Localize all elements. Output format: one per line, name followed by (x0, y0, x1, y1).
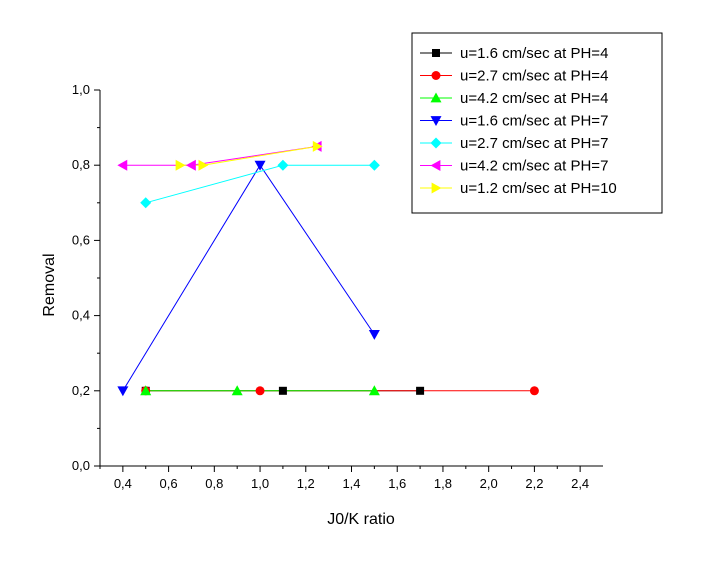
legend-label: u=1.6 cm/sec at PH=4 (460, 45, 608, 62)
legend-label: u=1.2 cm/sec at PH=10 (460, 180, 617, 197)
x-tick-label: 2,0 (480, 476, 498, 491)
series-line-5 (145, 164, 375, 204)
y-tick-label: 0,4 (72, 308, 90, 323)
legend-marker (431, 182, 442, 194)
x-tick-label: 1,8 (434, 476, 452, 491)
axes: 0,4 0,6 0,8 1,0 1,2 1,4 1,6 1,8 2,0 2,2 2,4 0,0 0,2 0… (72, 82, 603, 491)
y-tick-label: 0,6 (72, 232, 90, 247)
x-tick-label: 1,4 (342, 476, 360, 491)
data-point-series-6 (117, 159, 128, 171)
legend-marker (431, 71, 441, 80)
data-point-series-3 (140, 385, 152, 396)
y-tick-label: 1,0 (72, 82, 90, 97)
data-point-series-2 (529, 386, 539, 396)
data-point-series-6 (185, 159, 196, 171)
data-point-series-7 (312, 140, 323, 152)
data-point-series-7 (175, 159, 186, 171)
legend-marker (430, 92, 442, 103)
data-point-series-2 (255, 386, 265, 396)
x-tick-label: 1,2 (297, 476, 315, 491)
legend-label: u=2.7 cm/sec at PH=7 (460, 135, 608, 152)
legend-box (411, 32, 663, 214)
x-axis-title: J0/K ratio (327, 511, 395, 528)
x-tick-label: 0,6 (160, 476, 178, 491)
legend-label: u=1.6 cm/sec at PH=7 (460, 113, 608, 130)
legend-label: u=4.2 cm/sec at PH=4 (460, 90, 608, 107)
legend-marker (430, 137, 442, 149)
data-point-series-3 (231, 385, 243, 396)
data-point-series-5 (368, 159, 380, 171)
x-tick-label: 0,8 (205, 476, 223, 491)
data-point-series-4 (368, 330, 380, 340)
legend-marker (430, 116, 442, 126)
data-point-series-1 (416, 386, 425, 395)
x-tick-label: 1,6 (388, 476, 406, 491)
legend-label: u=4.2 cm/sec at PH=7 (460, 158, 608, 175)
data-point-series-4 (254, 160, 266, 171)
x-tick-label: 2,2 (525, 476, 543, 491)
y-tick-label: 0,0 (72, 458, 90, 473)
legend: u=1.6 cm/sec at PH=4 u=2.7 cm/sec at PH=4… (411, 32, 663, 214)
data-point-series-4 (117, 386, 129, 397)
data-point-series-1 (278, 386, 287, 395)
legend-label: u=2.7 cm/sec at PH=4 (460, 68, 608, 85)
y-tick-label: 0,2 (72, 383, 90, 398)
legend-marker (432, 49, 440, 57)
x-tick-label: 2,4 (571, 476, 589, 491)
y-axis-title: Removal (41, 253, 58, 316)
data-point-series-5 (277, 159, 289, 171)
data-point-series-3 (368, 385, 380, 396)
legend-marker (430, 160, 441, 171)
data-point-series-7 (198, 159, 209, 171)
y-tick-label: 0,8 (72, 157, 90, 172)
data-point-series-5 (140, 197, 152, 209)
plot-area (117, 140, 539, 397)
x-tick-label: 0,4 (114, 476, 132, 491)
x-tick-label: 1,0 (251, 476, 269, 491)
